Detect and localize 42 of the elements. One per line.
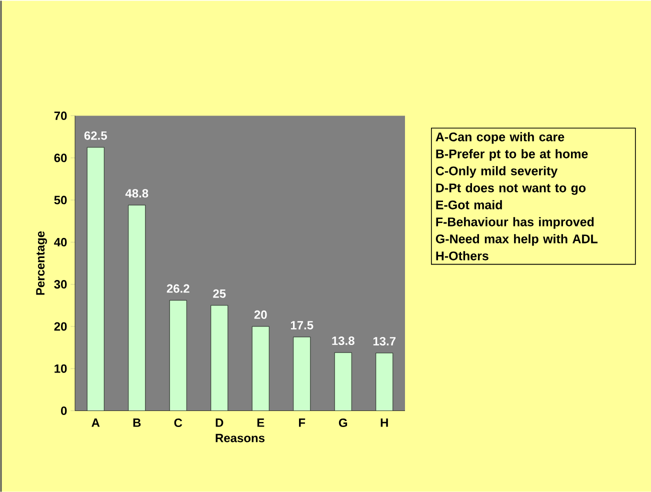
text: E-Got maid — [436, 200, 502, 210]
y-axis-title: Percentage — [36, 231, 47, 295]
bar — [334, 352, 352, 410]
x-tick-label: H — [380, 418, 388, 427]
data-label: 48.8 — [125, 188, 148, 198]
x-tick-label: F — [299, 418, 306, 427]
text: G-Need max help with ADL — [436, 234, 598, 246]
data-label: 62.5 — [84, 131, 107, 140]
x-tick-label: E — [257, 418, 264, 427]
y-tick-label: 60 — [54, 153, 67, 162]
y-tick-label: 20 — [54, 322, 67, 330]
y-tick-label: 30 — [54, 280, 67, 288]
y-tick-label: 50 — [54, 196, 67, 204]
x-tick-label: G — [338, 418, 348, 427]
data-label: 20 — [254, 310, 267, 319]
x-tick-label: C — [174, 418, 182, 427]
bar — [169, 300, 187, 410]
y-tick-label: 0 — [61, 406, 67, 415]
bar — [210, 304, 228, 410]
bar — [86, 146, 104, 410]
text: H-Others — [436, 250, 488, 260]
bar — [252, 326, 270, 410]
x-tick-label: D — [216, 418, 224, 427]
data-label: 13.7 — [373, 336, 396, 346]
data-label: 25 — [213, 289, 226, 298]
data-label: 17.5 — [290, 320, 314, 330]
bar — [128, 204, 146, 410]
text: F-Behaviour has improved — [436, 216, 594, 229]
data-label: 26.2 — [166, 284, 190, 293]
y-tick-label: 70 — [54, 111, 67, 120]
bar — [376, 352, 394, 410]
x-tick-label: A — [92, 418, 100, 427]
x-tick-label: B — [133, 418, 141, 427]
text: A-Can cope with care — [436, 132, 564, 144]
x-axis-title: Reasons — [216, 434, 265, 442]
y-tick-label: 10 — [54, 364, 67, 373]
y-tick-label: 40 — [54, 238, 67, 246]
bar — [293, 336, 311, 410]
data-label: 13.8 — [332, 336, 354, 345]
text: B-Prefer pt to be at home — [436, 148, 588, 161]
text: C-Only mild severity — [436, 166, 558, 178]
text: D-Pt does not want to go — [436, 182, 586, 195]
